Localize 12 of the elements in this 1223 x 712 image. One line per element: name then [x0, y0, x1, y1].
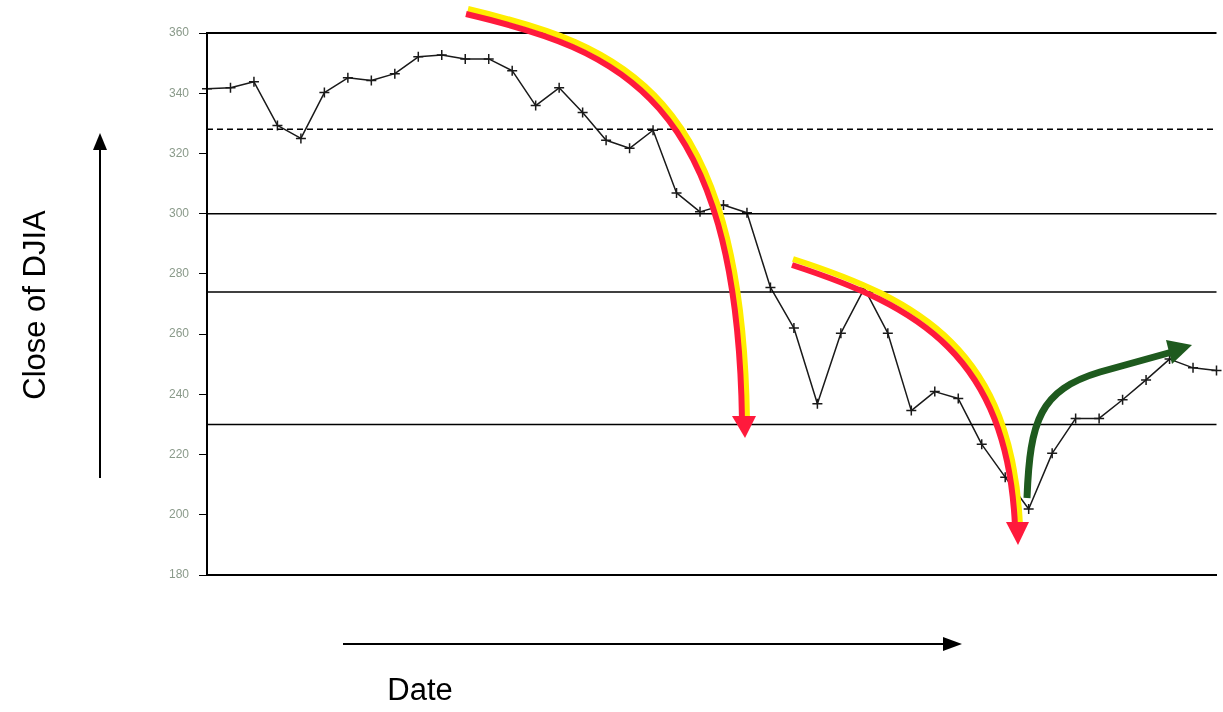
y-tick-label: 280	[168, 266, 190, 281]
y-tick-label: 240	[168, 386, 190, 401]
x-axis-title: Date	[387, 672, 453, 708]
y-tick-label: 200	[168, 507, 190, 522]
y-tick-label: 340	[168, 85, 190, 100]
y-tick-label: 260	[168, 326, 190, 341]
y-tick-label: 320	[168, 145, 190, 160]
y-tick-label: 180	[168, 567, 190, 582]
y-tick-label: 300	[168, 205, 190, 220]
y-tick-label: 360	[168, 25, 190, 40]
y-axis-title: Close of DJIA	[17, 210, 53, 400]
y-tick-label: 220	[168, 446, 190, 461]
